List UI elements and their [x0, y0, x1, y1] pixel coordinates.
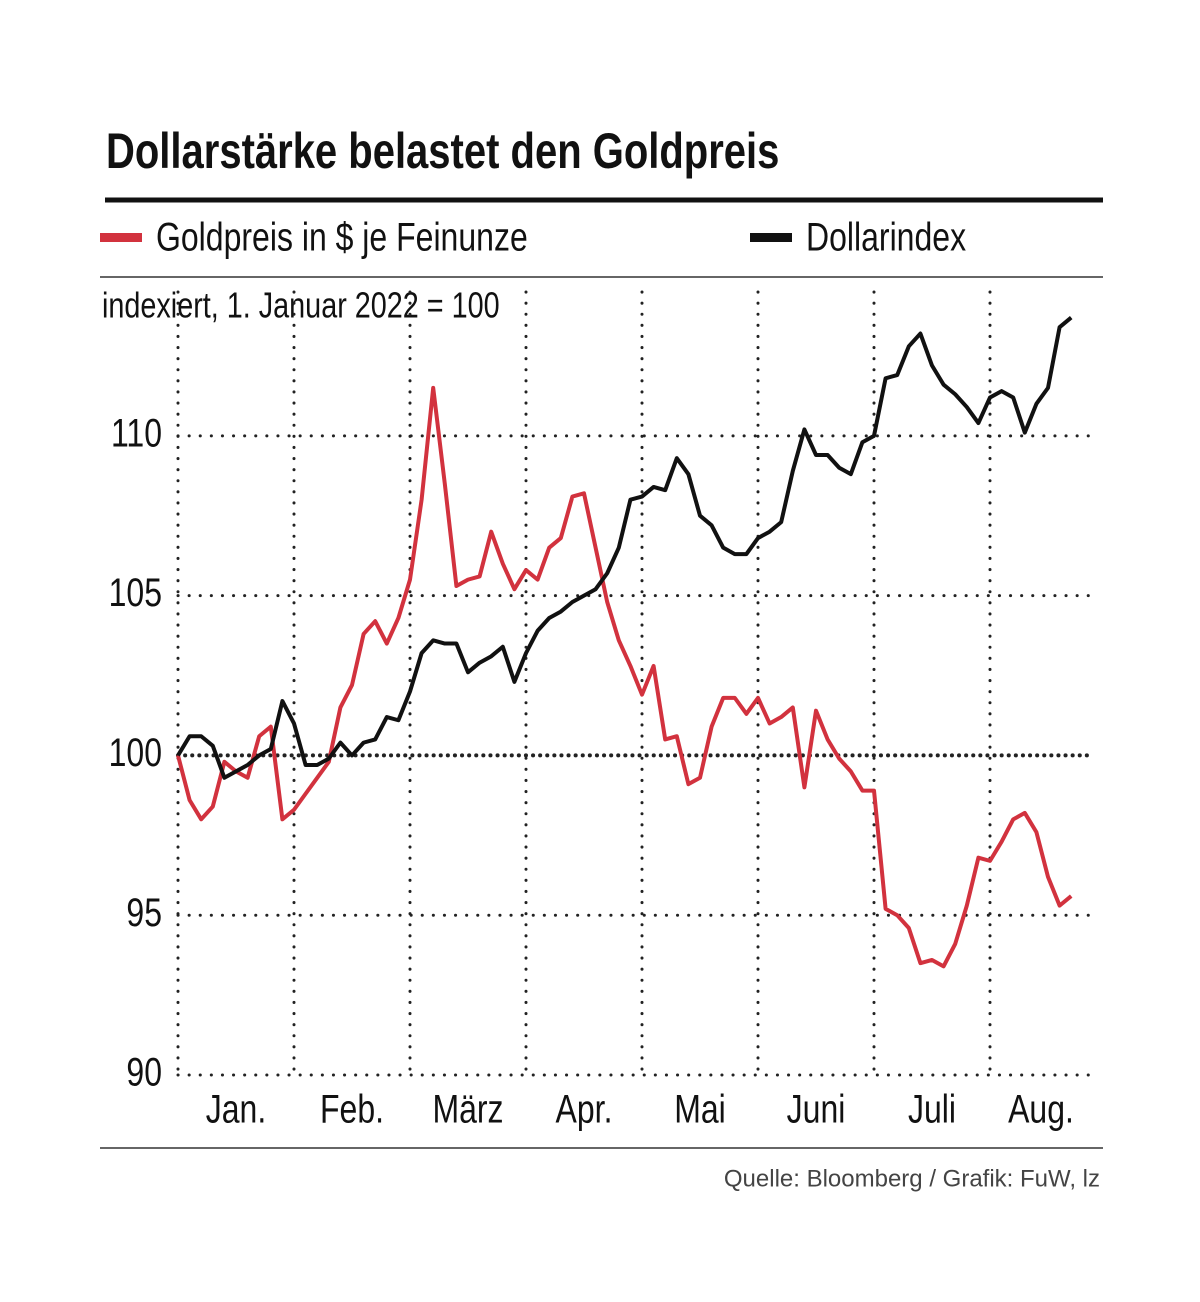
x-tick-label: Feb.: [320, 1086, 384, 1131]
source: Quelle: Bloomberg / Grafik: FuW, lz: [724, 1165, 1100, 1192]
legend-swatch: [750, 233, 792, 242]
x-tick-label: Aug.: [1008, 1086, 1074, 1131]
x-tick-label: Juli: [908, 1086, 956, 1131]
y-tick-label: 95: [126, 889, 162, 934]
line: [176, 316, 1073, 780]
chart-title: Dollarstärke belastet den Goldpreis: [106, 123, 779, 179]
y-tick-label: 110: [111, 410, 162, 455]
x-tick-label: Juni: [787, 1086, 846, 1131]
y-tick-label: 105: [109, 570, 162, 615]
x-tick-label: März: [432, 1086, 503, 1131]
subtitle: indexiert, 1. Januar 2022 = 100: [102, 284, 500, 325]
x-tick-label: Mai: [674, 1086, 726, 1131]
x-tick-label: Apr.: [556, 1086, 613, 1131]
y-tick-label: 100: [109, 730, 162, 775]
y-tick-label: 90: [126, 1049, 162, 1094]
legend-label: Goldpreis in $ je Feinunze: [156, 214, 528, 259]
x-tick-label: Jan.: [206, 1086, 266, 1131]
line: [176, 385, 1073, 969]
legend-swatch: [100, 233, 142, 242]
legend-label: Dollarindex: [806, 214, 966, 259]
